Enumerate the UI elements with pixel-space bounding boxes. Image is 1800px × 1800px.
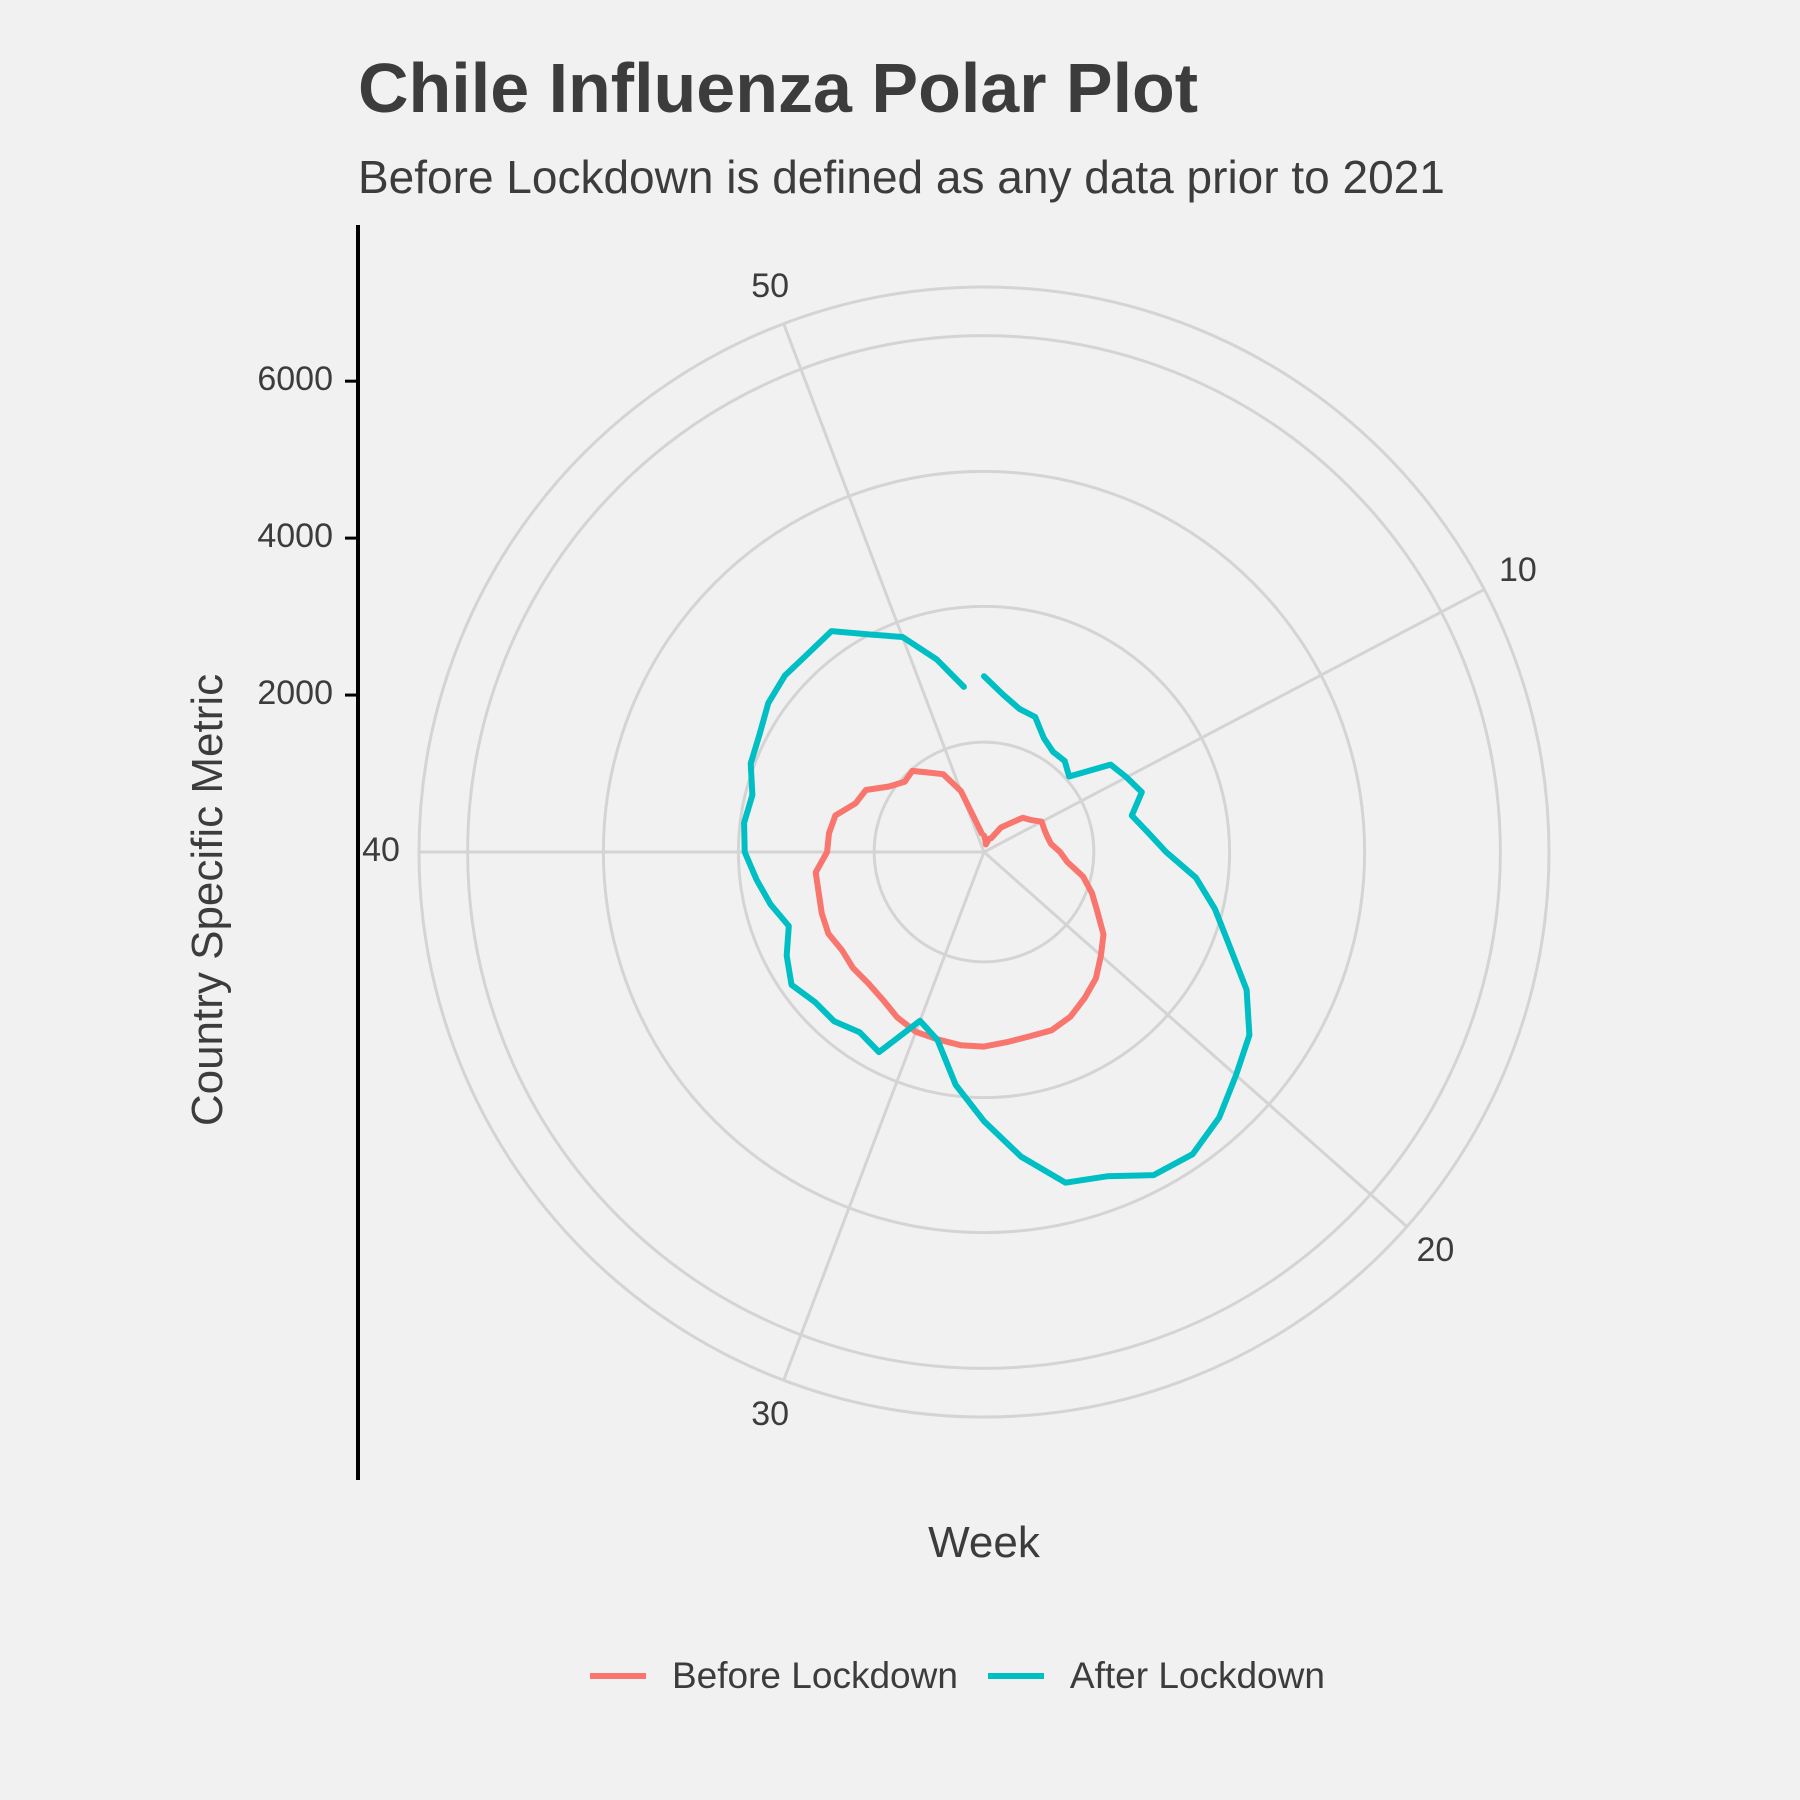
x-tick-label-30: 30 <box>751 1395 789 1433</box>
grid-spoke-50 <box>782 323 986 853</box>
series-line-1 <box>741 628 1253 1186</box>
x-tick-label-40: 40 <box>362 831 400 869</box>
series-line-0 <box>812 767 1107 1050</box>
x-tick-label-10: 10 <box>1499 551 1537 589</box>
x-tick-label-20: 20 <box>1416 1231 1454 1269</box>
legend-item-after: After Lockdown <box>987 1655 1325 1697</box>
legend: Before Lockdown After Lockdown <box>590 1655 1355 1697</box>
chart-subtitle: Before Lockdown is defined as any data p… <box>358 151 1445 203</box>
legend-item-before: Before Lockdown <box>590 1655 958 1697</box>
grid-spoke-10 <box>983 588 1485 854</box>
x-axis-label: Week <box>928 1518 1040 1567</box>
legend-label-before: Before Lockdown <box>672 1655 958 1696</box>
y-tick-label-4000: 4000 <box>257 517 333 555</box>
y-tick-label-6000: 6000 <box>257 360 333 398</box>
legend-swatch-after <box>987 1673 1044 1679</box>
legend-swatch-before <box>590 1673 646 1679</box>
x-tick-label-50: 50 <box>751 267 789 305</box>
grid-spoke-30 <box>782 851 986 1381</box>
chart-title: Chile Influenza Polar Plot <box>358 49 1199 127</box>
legend-label-after: After Lockdown <box>1069 1655 1325 1696</box>
y-tick-label-2000: 2000 <box>257 674 333 712</box>
grid-spoke-20 <box>983 850 1408 1228</box>
